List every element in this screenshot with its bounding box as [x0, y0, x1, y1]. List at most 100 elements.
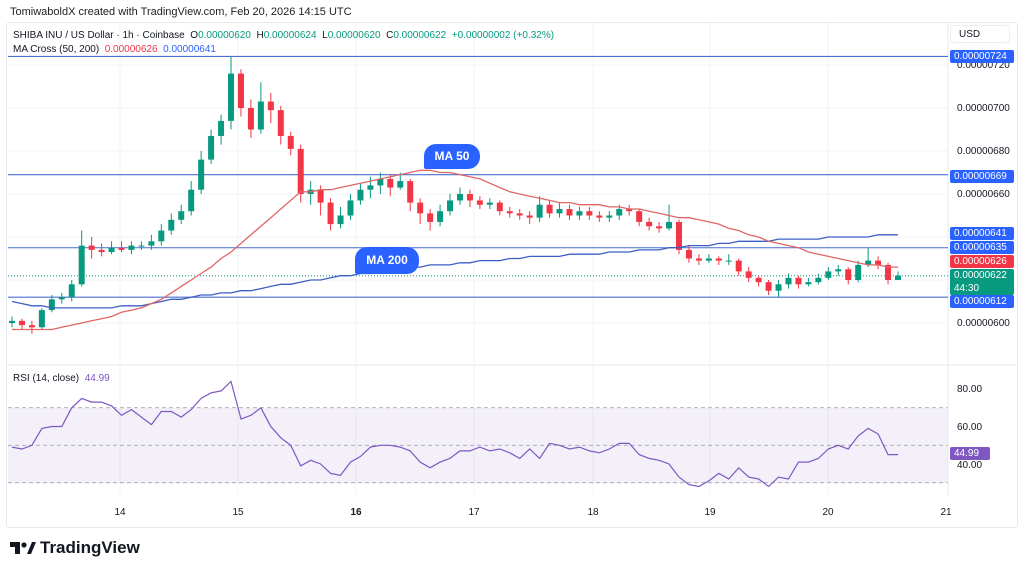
candle — [427, 209, 434, 231]
candle — [447, 194, 454, 216]
symbol-name[interactable]: SHIBA INU / US Dollar · 1h · Coinbase — [13, 30, 185, 41]
candle — [685, 245, 692, 263]
candle-body — [546, 204, 553, 214]
candle — [218, 114, 225, 145]
candle-body — [656, 226, 663, 229]
candle-body — [685, 249, 692, 259]
ma50-line — [12, 169, 898, 331]
price-badge-ma50: 0.00000626 — [950, 255, 1014, 268]
rsi-legend: RSI (14, close) 44.99 — [13, 373, 110, 384]
candle — [377, 172, 384, 194]
candle — [526, 211, 533, 225]
candle-body — [357, 189, 364, 201]
change-value: +0.00000002 (+0.32%) — [451, 30, 555, 41]
price-tick: 0.00000680 — [957, 146, 1010, 157]
candle-body — [855, 264, 862, 280]
candle-body — [805, 282, 812, 285]
close-label: C — [386, 30, 394, 41]
candle-body — [118, 247, 125, 250]
candle — [636, 209, 643, 227]
ma200-value: 0.00000641 — [163, 44, 216, 55]
price-badge-line: 0.00000669 — [950, 170, 1014, 183]
candle — [775, 280, 782, 298]
candle-body — [566, 209, 573, 216]
candle — [138, 241, 145, 250]
candle-body — [387, 178, 394, 188]
candle-body — [138, 245, 145, 247]
candle-body — [775, 284, 782, 291]
candle-body — [28, 325, 35, 328]
price-tick: 0.00000700 — [957, 103, 1010, 114]
candle — [795, 275, 802, 289]
candle-body — [666, 221, 673, 229]
candle — [88, 237, 95, 259]
candle-body — [695, 258, 702, 261]
ma200-annotation[interactable]: MA 200 — [355, 247, 419, 274]
candle — [626, 204, 633, 216]
bar-countdown: 44:30 — [954, 283, 980, 294]
candle-body — [456, 194, 463, 201]
high-label: H — [256, 30, 264, 41]
candle-body — [317, 189, 324, 203]
rsi-indicator-name[interactable]: RSI (14, close) — [13, 373, 80, 384]
candle-body — [9, 320, 15, 323]
x-tick: 19 — [704, 507, 716, 518]
tradingview-logo[interactable]: TradingView — [10, 538, 140, 558]
ma50-value: 0.00000626 — [104, 44, 158, 55]
x-tick: 20 — [822, 507, 834, 518]
ma-indicator-name[interactable]: MA Cross (50, 200) — [13, 44, 100, 55]
candle-body — [178, 211, 185, 220]
ma-legend: MA Cross (50, 200) 0.00000626 0.00000641 — [13, 44, 216, 55]
candle-body — [626, 209, 633, 212]
candle — [98, 243, 105, 257]
candle — [397, 172, 404, 190]
candle — [855, 260, 862, 283]
candle-body — [287, 135, 294, 149]
candle — [755, 275, 762, 287]
candle-body — [576, 211, 583, 216]
ma200-line — [11, 234, 898, 309]
candle-body — [427, 213, 434, 222]
tradingview-logo-text: TradingView — [40, 538, 140, 557]
candle-body — [516, 213, 523, 216]
candle-body — [895, 275, 901, 280]
candle-body — [267, 101, 274, 111]
candle-body — [646, 221, 653, 227]
candle — [387, 174, 394, 197]
candle — [825, 267, 832, 280]
candle-body — [536, 204, 543, 218]
candle — [666, 204, 673, 231]
candle — [885, 262, 892, 285]
candle — [805, 277, 812, 287]
x-tick: 15 — [232, 507, 244, 518]
candle-body — [865, 260, 872, 265]
candle-body — [18, 320, 25, 326]
candle-body — [327, 202, 334, 225]
candle-body — [237, 73, 244, 108]
candle — [327, 198, 334, 231]
candle-body — [825, 271, 832, 278]
candle — [895, 271, 901, 280]
symbol-legend: SHIBA INU / US Dollar · 1h · Coinbase O 0… — [13, 30, 554, 41]
candle — [168, 213, 175, 235]
candle-body — [297, 148, 304, 194]
candle-body — [437, 211, 444, 222]
candle-body — [247, 108, 254, 130]
candle — [476, 196, 483, 210]
currency-button[interactable]: USD — [950, 25, 1010, 43]
candle — [297, 144, 304, 203]
price-tick: 0.00000660 — [957, 189, 1010, 200]
candle — [58, 292, 65, 304]
candle — [158, 224, 165, 246]
open-label: O — [190, 30, 199, 41]
candle-body — [785, 277, 792, 285]
candle — [496, 200, 503, 216]
candle-body — [835, 269, 842, 272]
ma50-annotation[interactable]: MA 50 — [424, 144, 480, 169]
high-value: 0.00000624 — [263, 30, 317, 41]
candle-body — [347, 200, 354, 216]
candle — [556, 202, 563, 218]
candle — [28, 320, 35, 334]
candle — [715, 256, 722, 265]
